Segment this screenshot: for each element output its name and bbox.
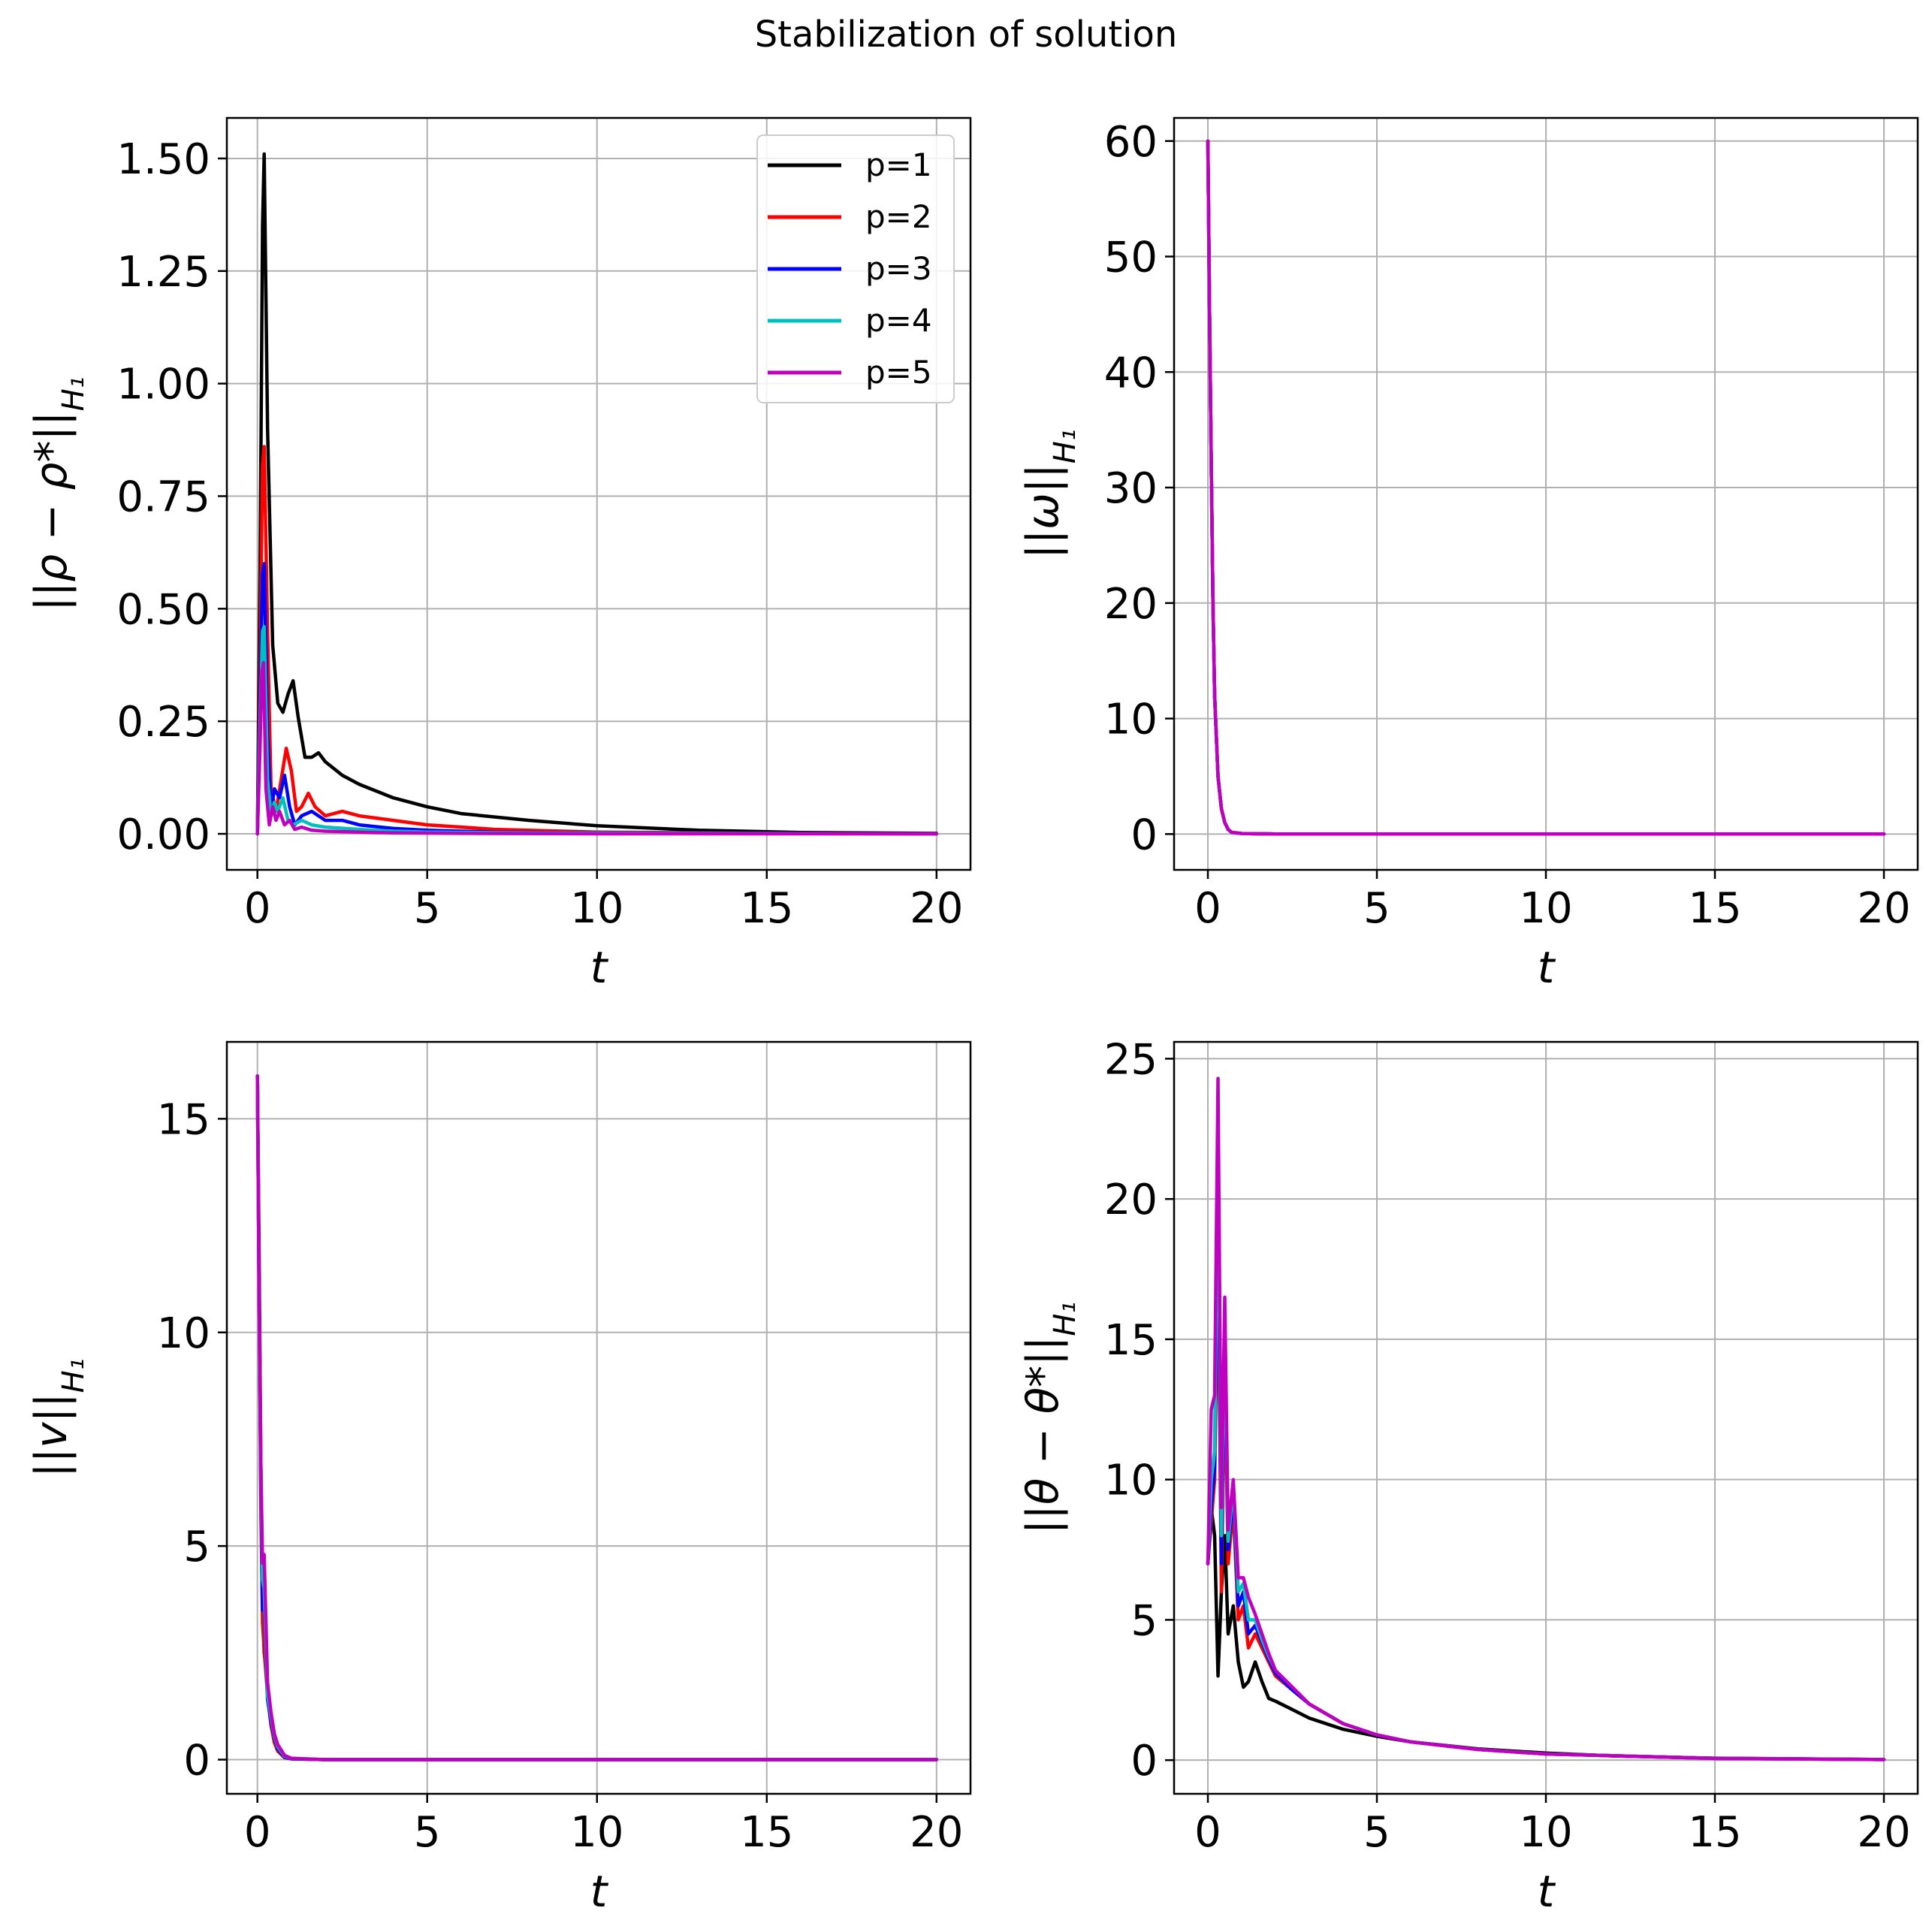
series-line-p=2 (255, 445, 939, 836)
x-tick-label: 0 (244, 1808, 271, 1857)
subplot-3: 0 5 10 15 20 0 5 10 15 t ||v||H₁ (26, 1040, 972, 1917)
y-axis-label-main: ||v|| (26, 1393, 77, 1478)
axes-frame (225, 1040, 972, 1795)
y-tick-label: 60 (1104, 118, 1158, 167)
series-line-p=1 (255, 152, 939, 836)
y-axis-label: ||v||H₁ (26, 1358, 91, 1478)
series-group (1206, 139, 1886, 836)
y-tick-label: 0 (1131, 1737, 1158, 1786)
y-tick-label: 5 (1131, 1596, 1158, 1645)
y-tick-label: 15 (157, 1095, 210, 1144)
x-tick-label: 5 (414, 884, 441, 933)
y-tick-label: 10 (1104, 1457, 1158, 1505)
x-axis-label: t (1538, 942, 1556, 993)
x-tick-label: 0 (244, 884, 271, 933)
x-tick-label: 10 (570, 884, 623, 933)
axes-frame (225, 116, 972, 871)
x-tick-label: 20 (910, 1808, 963, 1857)
y-tick-label: 30 (1104, 464, 1158, 513)
gridlines (1174, 118, 1918, 870)
y-tick-label: 1.00 (116, 361, 210, 409)
subplot-4: 0 5 10 15 20 0 5 10 15 20 25 t ||θ − θ*||H₁ (1017, 1035, 1919, 1917)
series-line-p=5 (1206, 1076, 1886, 1762)
y-tick-label: 10 (157, 1309, 210, 1358)
legend: p=1 p=2 p=3 p=4 p=5 (756, 134, 955, 403)
y-tick-label: 0.75 (116, 472, 210, 521)
legend-label-p=2: p=2 (865, 198, 932, 235)
y-axis-label-sub: H₁ (1048, 1302, 1082, 1336)
x-tick-label: 5 (1363, 884, 1390, 933)
x-tick-label: 20 (1857, 884, 1910, 933)
y-axis-label-sub: H₁ (56, 376, 91, 411)
y-tick-label: 0.50 (116, 585, 210, 634)
x-axis-label: t (590, 942, 609, 993)
y-tick-label: 1.25 (116, 248, 210, 297)
subplot-1: 0 5 10 15 20 0.00 0.25 0.50 0.75 1.00 1.25 1.50 t ||ρ… (26, 116, 972, 993)
x-tick-label: 5 (1363, 1808, 1390, 1857)
y-axis-label-main: ||ρ − ρ*|| (26, 411, 77, 611)
y-tick-label: 0.00 (116, 811, 210, 859)
series-line-p=5 (255, 661, 939, 836)
x-tick-label: 15 (1688, 884, 1741, 933)
x-tick-label: 15 (1688, 1808, 1741, 1857)
legend-frame (756, 134, 955, 403)
y-tick-label: 15 (1104, 1316, 1158, 1365)
x-tick-label: 15 (740, 884, 793, 933)
y-tick-label: 10 (1104, 696, 1158, 744)
series-line-p=5 (255, 1074, 939, 1762)
x-tick-label: 15 (740, 1808, 793, 1857)
y-tick-label: 40 (1104, 349, 1158, 397)
y-axis-label-sub: H₁ (56, 1358, 91, 1393)
x-tick-label: 10 (570, 1808, 623, 1857)
y-tick-label: 25 (1104, 1035, 1158, 1084)
x-tick-label: 0 (1194, 884, 1221, 933)
y-axis-label-main: ||θ − θ*|| (1017, 1336, 1068, 1535)
y-axis-label: ||ω||H₁ (1017, 429, 1082, 559)
y-tick-label: 50 (1104, 234, 1158, 282)
y-axis-label: ||θ − θ*||H₁ (1017, 1302, 1082, 1535)
y-tick-label: 5 (183, 1523, 210, 1571)
legend-label-p=4: p=4 (865, 302, 932, 339)
y-tick-label: 20 (1104, 580, 1158, 629)
y-axis-label-main: ||ω|| (1017, 463, 1068, 559)
series-line-p=5 (1206, 139, 1886, 836)
series-group (255, 152, 939, 836)
y-axis-label: ||ρ − ρ*||H₁ (26, 376, 91, 611)
x-axis-label: t (1538, 1866, 1556, 1917)
y-tick-label: 1.50 (116, 135, 210, 184)
x-tick-label: 0 (1194, 1808, 1221, 1857)
y-tick-label: 0 (1131, 811, 1158, 859)
y-axis-label-sub: H₁ (1048, 429, 1082, 463)
y-tick-label: 0.25 (116, 698, 210, 747)
series-group (1206, 1076, 1886, 1762)
x-axis-label: t (590, 1866, 609, 1917)
legend-label-p=3: p=3 (865, 250, 932, 287)
x-tick-label: 20 (1857, 1808, 1910, 1857)
x-tick-label: 10 (1519, 884, 1572, 933)
legend-label-p=1: p=1 (865, 146, 932, 183)
x-tick-label: 20 (910, 884, 963, 933)
subplot-2: 0 5 10 15 20 0 10 20 30 40 50 60 t ||ω||H₁ (1017, 116, 1919, 993)
legend-label-p=5: p=5 (865, 354, 932, 391)
series-group (255, 1074, 939, 1762)
figure-suptitle: Stabilization of solution (755, 14, 1178, 56)
x-tick-label: 10 (1519, 1808, 1572, 1857)
x-tick-label: 5 (414, 1808, 441, 1857)
y-tick-label: 20 (1104, 1176, 1158, 1224)
y-tick-label: 0 (183, 1737, 210, 1786)
